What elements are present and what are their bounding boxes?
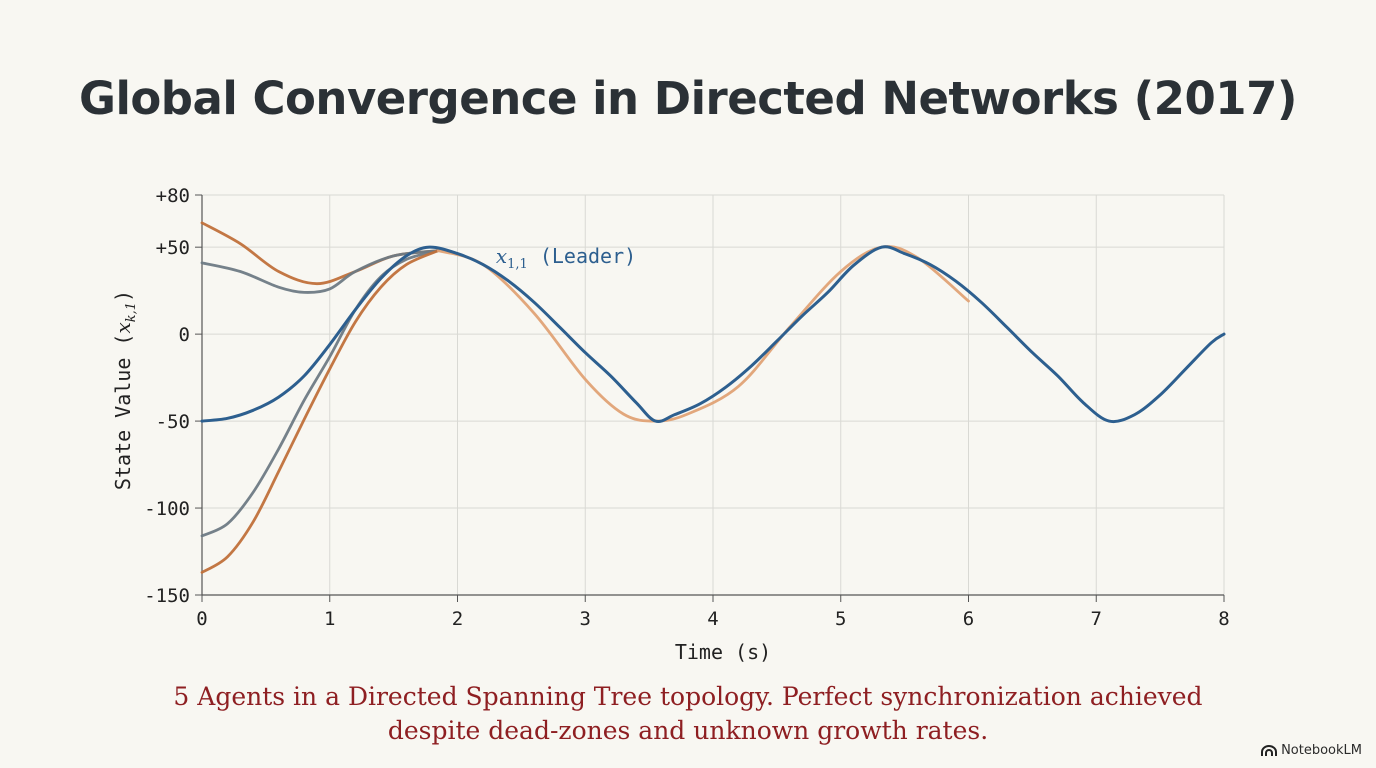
x-tick-label: 7 [1091,608,1102,630]
x-tick-label: 1 [324,608,335,630]
page-title: Global Convergence in Directed Networks … [79,72,1297,125]
brand-watermark: NotebookLM [1261,743,1362,758]
y-tick-label: -150 [144,585,190,607]
leader-annotation: x1,1 (Leader) [496,244,636,272]
x-tick-label: 0 [196,608,207,630]
leader-series-line [200,245,1226,424]
caption-line-1: 5 Agents in a Directed Spanning Tree top… [173,682,1203,711]
y-axis-label: State Value (xk,1) [111,290,139,490]
x-tick-label: 2 [452,608,463,630]
y-tick-label: +50 [156,237,190,259]
agent-series-line-4 [200,249,440,574]
y-tick-label: -50 [156,411,190,433]
x-tick-label: 8 [1218,608,1229,630]
y-tick-label: 0 [179,324,190,346]
x-tick-label: 4 [707,608,718,630]
brand-label: NotebookLM [1281,743,1362,758]
x-axis-label: Time (s) [675,640,771,664]
x-tick-label: 3 [580,608,591,630]
chart-caption: 5 Agents in a Directed Spanning Tree top… [150,680,1226,748]
y-tick-label: -100 [144,498,190,520]
agent-series-line-3 [200,249,440,538]
caption-line-2: despite dead-zones and unknown growth ra… [387,716,989,745]
axis-labels: 0 1 2 3 4 5 6 7 8 +80 +50 0 -50 -100 -150 x1,1 (Leader)… [111,185,1230,664]
series-lines [200,221,1226,574]
agent-series-line-2 [200,249,440,294]
notebooklm-logo-icon [1261,744,1278,756]
x-tick-label: 5 [835,608,846,630]
x-tick-label: 6 [963,608,974,630]
y-tick-label: +80 [156,185,190,207]
